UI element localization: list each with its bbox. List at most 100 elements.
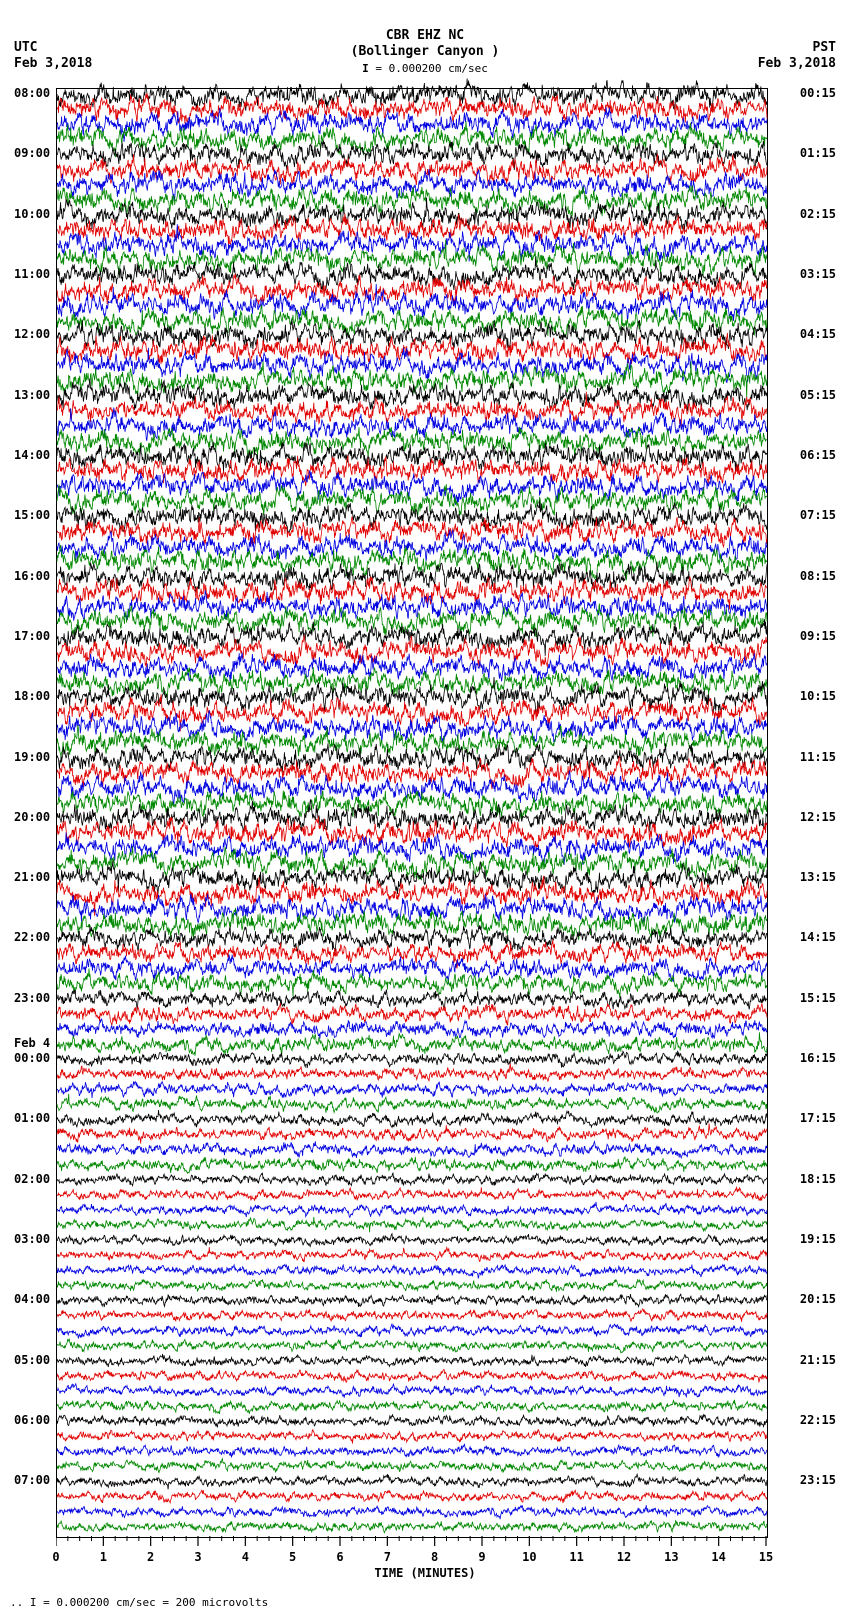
trace-line xyxy=(57,1063,767,1081)
scale-header: I = 0.000200 cm/sec xyxy=(0,62,850,75)
utc-time-label: 15:00 xyxy=(14,508,50,522)
date-left-label: Feb 3,2018 xyxy=(14,56,92,71)
trace-line xyxy=(57,1384,767,1398)
utc-time-label: 02:00 xyxy=(14,1172,50,1186)
pst-time-label: 23:15 xyxy=(800,1473,836,1487)
x-tick-label: 15 xyxy=(759,1550,773,1564)
seismogram-traces xyxy=(57,89,767,1537)
utc-time-label: 12:00 xyxy=(14,327,50,341)
footer-scale: .. I = 0.000200 cm/sec = 200 microvolts xyxy=(10,1596,268,1609)
trace-line xyxy=(57,988,767,1009)
trace-line xyxy=(57,1173,767,1186)
trace-line xyxy=(57,1019,767,1039)
x-tick-label: 5 xyxy=(289,1550,296,1564)
x-tick-label: 10 xyxy=(522,1550,536,1564)
x-tick-label: 4 xyxy=(242,1550,249,1564)
trace-line xyxy=(57,530,767,563)
utc-time-label: 23:00 xyxy=(14,991,50,1005)
trace-line xyxy=(57,1279,767,1292)
trace-line xyxy=(57,1354,767,1367)
trace-line xyxy=(57,1400,767,1414)
x-tick-label: 8 xyxy=(431,1550,438,1564)
pst-time-label: 07:15 xyxy=(800,508,836,522)
utc-time-label: 18:00 xyxy=(14,689,50,703)
trace-line xyxy=(57,1156,767,1173)
trace-line xyxy=(57,1505,767,1519)
trace-line xyxy=(57,1429,767,1443)
x-tick-label: 6 xyxy=(336,1550,343,1564)
trace-line xyxy=(57,1474,767,1489)
trace-line xyxy=(57,185,767,216)
pst-time-label: 02:15 xyxy=(800,207,836,221)
utc-time-label: 14:00 xyxy=(14,448,50,462)
trace-line xyxy=(57,107,767,141)
utc-time-label: 17:00 xyxy=(14,629,50,643)
trace-line xyxy=(57,1082,767,1099)
trace-line xyxy=(57,1234,767,1247)
utc-time-label: 11:00 xyxy=(14,267,50,281)
utc-time-label: 01:00 xyxy=(14,1111,50,1125)
trace-line xyxy=(57,1520,767,1532)
pst-time-label: 15:15 xyxy=(800,991,836,1005)
pst-time-label: 14:15 xyxy=(800,930,836,944)
trace-line xyxy=(57,1490,767,1503)
trace-line xyxy=(57,1110,767,1127)
scale-bar-icon: I xyxy=(362,62,369,75)
x-tick-label: 3 xyxy=(194,1550,201,1564)
trace-line xyxy=(57,1414,767,1427)
pst-time-label: 18:15 xyxy=(800,1172,836,1186)
utc-time-label: 16:00 xyxy=(14,569,50,583)
trace-line xyxy=(57,1051,767,1068)
trace-line xyxy=(57,1094,767,1113)
trace-line xyxy=(57,1264,767,1278)
utc-time-label: 00:00 xyxy=(14,1051,50,1065)
trace-line xyxy=(57,1032,767,1055)
date-right-label: Feb 3,2018 xyxy=(758,56,836,71)
trace-line xyxy=(57,1309,767,1322)
pst-time-label: 16:15 xyxy=(800,1051,836,1065)
date-left-2: Feb 4 xyxy=(14,1036,50,1050)
pst-time-label: 01:15 xyxy=(800,146,836,160)
station-title: CBR EHZ NC xyxy=(0,28,850,43)
pst-time-label: 10:15 xyxy=(800,689,836,703)
pst-time-label: 13:15 xyxy=(800,870,836,884)
x-tick-label: 13 xyxy=(664,1550,678,1564)
helicorder-container: CBR EHZ NC (Bollinger Canyon ) I = 0.000… xyxy=(0,0,850,1613)
x-tick-label: 0 xyxy=(52,1550,59,1564)
utc-time-label: 06:00 xyxy=(14,1413,50,1427)
pst-time-label: 03:15 xyxy=(800,267,836,281)
trace-line xyxy=(57,1459,767,1473)
utc-time-label: 03:00 xyxy=(14,1232,50,1246)
x-tick-label: 2 xyxy=(147,1550,154,1564)
plot-area xyxy=(56,88,768,1538)
x-tick-label: 14 xyxy=(711,1550,725,1564)
trace-line xyxy=(57,1003,767,1025)
trace-line xyxy=(57,1339,767,1353)
pst-time-label: 00:15 xyxy=(800,86,836,100)
utc-time-label: 04:00 xyxy=(14,1292,50,1306)
utc-time-label: 10:00 xyxy=(14,207,50,221)
pst-time-label: 08:15 xyxy=(800,569,836,583)
utc-time-label: 22:00 xyxy=(14,930,50,944)
trace-line xyxy=(57,1123,767,1143)
trace-line xyxy=(57,1294,767,1307)
trace-line xyxy=(57,1370,767,1383)
trace-line xyxy=(57,1202,767,1217)
footer-prefix: .. I xyxy=(10,1596,43,1609)
x-axis: 0123456789101112131415 xyxy=(56,1536,766,1566)
tz-right-label: PST xyxy=(813,40,836,55)
utc-time-label: 08:00 xyxy=(14,86,50,100)
x-tick-label: 12 xyxy=(617,1550,631,1564)
trace-line xyxy=(57,1247,767,1262)
pst-time-label: 11:15 xyxy=(800,750,836,764)
x-axis-title: TIME (MINUTES) xyxy=(0,1566,850,1580)
trace-line xyxy=(57,1141,767,1158)
pst-time-label: 20:15 xyxy=(800,1292,836,1306)
pst-time-label: 17:15 xyxy=(800,1111,836,1125)
utc-time-label: 20:00 xyxy=(14,810,50,824)
utc-time-label: 05:00 xyxy=(14,1353,50,1367)
pst-time-label: 21:15 xyxy=(800,1353,836,1367)
x-axis-ticks xyxy=(56,1536,768,1550)
footer-text: = 0.000200 cm/sec = 200 microvolts xyxy=(43,1596,268,1609)
trace-line xyxy=(57,1444,767,1457)
